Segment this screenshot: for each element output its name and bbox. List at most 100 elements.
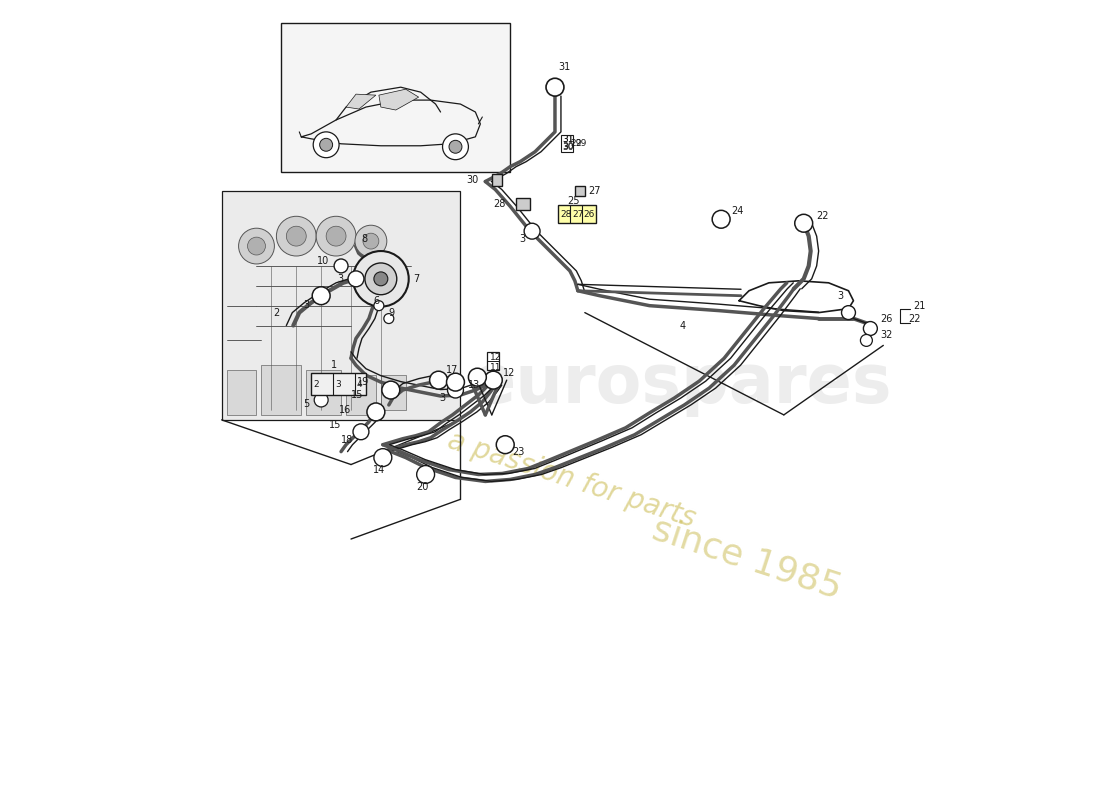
Text: 12: 12 [503, 368, 516, 378]
Circle shape [365, 263, 397, 294]
Bar [346, 375, 376, 415]
Circle shape [484, 371, 503, 389]
Text: 17: 17 [446, 366, 458, 375]
Bar [558, 206, 596, 223]
Text: 8: 8 [361, 234, 367, 244]
Circle shape [314, 132, 339, 158]
Circle shape [316, 216, 356, 256]
Text: 29: 29 [570, 139, 581, 148]
Circle shape [447, 373, 464, 391]
Circle shape [712, 210, 730, 228]
Circle shape [442, 134, 469, 160]
Text: 3: 3 [439, 393, 446, 403]
Circle shape [469, 368, 486, 386]
Bar [381, 375, 406, 410]
Circle shape [448, 382, 463, 398]
Text: a passion for parts: a passion for parts [444, 426, 700, 533]
Text: 27: 27 [587, 186, 601, 197]
Bar [311, 373, 366, 395]
Bar [561, 135, 573, 152]
Bar [575, 186, 585, 197]
Text: 15: 15 [351, 390, 363, 400]
Text: 30: 30 [466, 174, 478, 185]
Bar [516, 198, 530, 210]
Text: 24: 24 [732, 206, 744, 216]
Text: 26: 26 [880, 314, 893, 323]
Text: 29: 29 [575, 139, 586, 148]
Text: 23: 23 [513, 446, 525, 457]
Circle shape [239, 228, 274, 264]
Circle shape [374, 449, 392, 466]
Text: 3: 3 [336, 380, 341, 389]
Text: 16: 16 [339, 405, 351, 415]
Text: 22: 22 [909, 314, 921, 323]
Circle shape [355, 226, 387, 257]
Circle shape [353, 424, 369, 440]
Text: 14: 14 [373, 465, 385, 474]
Circle shape [384, 314, 394, 323]
Text: 3: 3 [519, 234, 525, 244]
Circle shape [546, 78, 564, 96]
Text: 22: 22 [816, 211, 829, 222]
Text: 32: 32 [880, 330, 893, 341]
Bar [227, 370, 256, 415]
Text: 3: 3 [837, 290, 844, 301]
Text: 4: 4 [680, 321, 685, 330]
Text: 10: 10 [317, 256, 329, 266]
Bar [262, 366, 301, 415]
Circle shape [860, 334, 872, 346]
Circle shape [248, 237, 265, 255]
Text: eurospares: eurospares [471, 351, 892, 417]
Circle shape [363, 233, 378, 249]
Circle shape [524, 223, 540, 239]
Bar [487, 352, 499, 370]
Circle shape [496, 436, 514, 454]
Circle shape [326, 226, 346, 246]
Text: 12: 12 [491, 353, 502, 362]
Text: 26: 26 [584, 210, 595, 218]
Circle shape [286, 226, 306, 246]
Text: 30: 30 [562, 143, 573, 152]
Text: 25: 25 [568, 196, 580, 206]
Circle shape [334, 259, 348, 273]
Text: 7: 7 [412, 274, 419, 284]
Text: since 1985: since 1985 [648, 512, 846, 606]
Text: 31: 31 [558, 62, 570, 72]
Text: 11: 11 [491, 362, 502, 372]
Circle shape [312, 286, 330, 305]
Circle shape [430, 371, 448, 389]
Polygon shape [346, 94, 376, 109]
Circle shape [864, 322, 878, 335]
Circle shape [374, 301, 384, 310]
Text: 5: 5 [302, 399, 309, 409]
Text: 3: 3 [337, 274, 343, 284]
Bar [222, 191, 461, 420]
Circle shape [315, 393, 328, 407]
Text: 19: 19 [356, 377, 369, 387]
Text: 9: 9 [388, 308, 395, 318]
Text: 6: 6 [373, 296, 380, 306]
Polygon shape [378, 89, 419, 110]
Circle shape [374, 272, 388, 286]
Circle shape [382, 381, 399, 399]
Text: 1: 1 [331, 360, 338, 370]
Text: 28: 28 [560, 210, 571, 218]
Circle shape [417, 466, 434, 483]
Text: 31: 31 [562, 135, 573, 144]
Circle shape [449, 140, 462, 154]
Text: 18: 18 [341, 434, 353, 445]
Bar [493, 174, 503, 186]
Circle shape [320, 138, 332, 151]
Text: 3: 3 [304, 300, 309, 310]
Text: 21: 21 [913, 301, 925, 310]
Text: 28: 28 [493, 199, 505, 210]
Text: 13: 13 [469, 380, 481, 390]
Text: 30: 30 [562, 142, 573, 151]
Circle shape [795, 214, 813, 232]
Circle shape [276, 216, 316, 256]
Text: 4: 4 [358, 380, 363, 389]
Text: 15: 15 [329, 420, 341, 430]
Text: 31: 31 [562, 135, 573, 144]
Circle shape [353, 251, 409, 306]
Circle shape [842, 306, 856, 319]
